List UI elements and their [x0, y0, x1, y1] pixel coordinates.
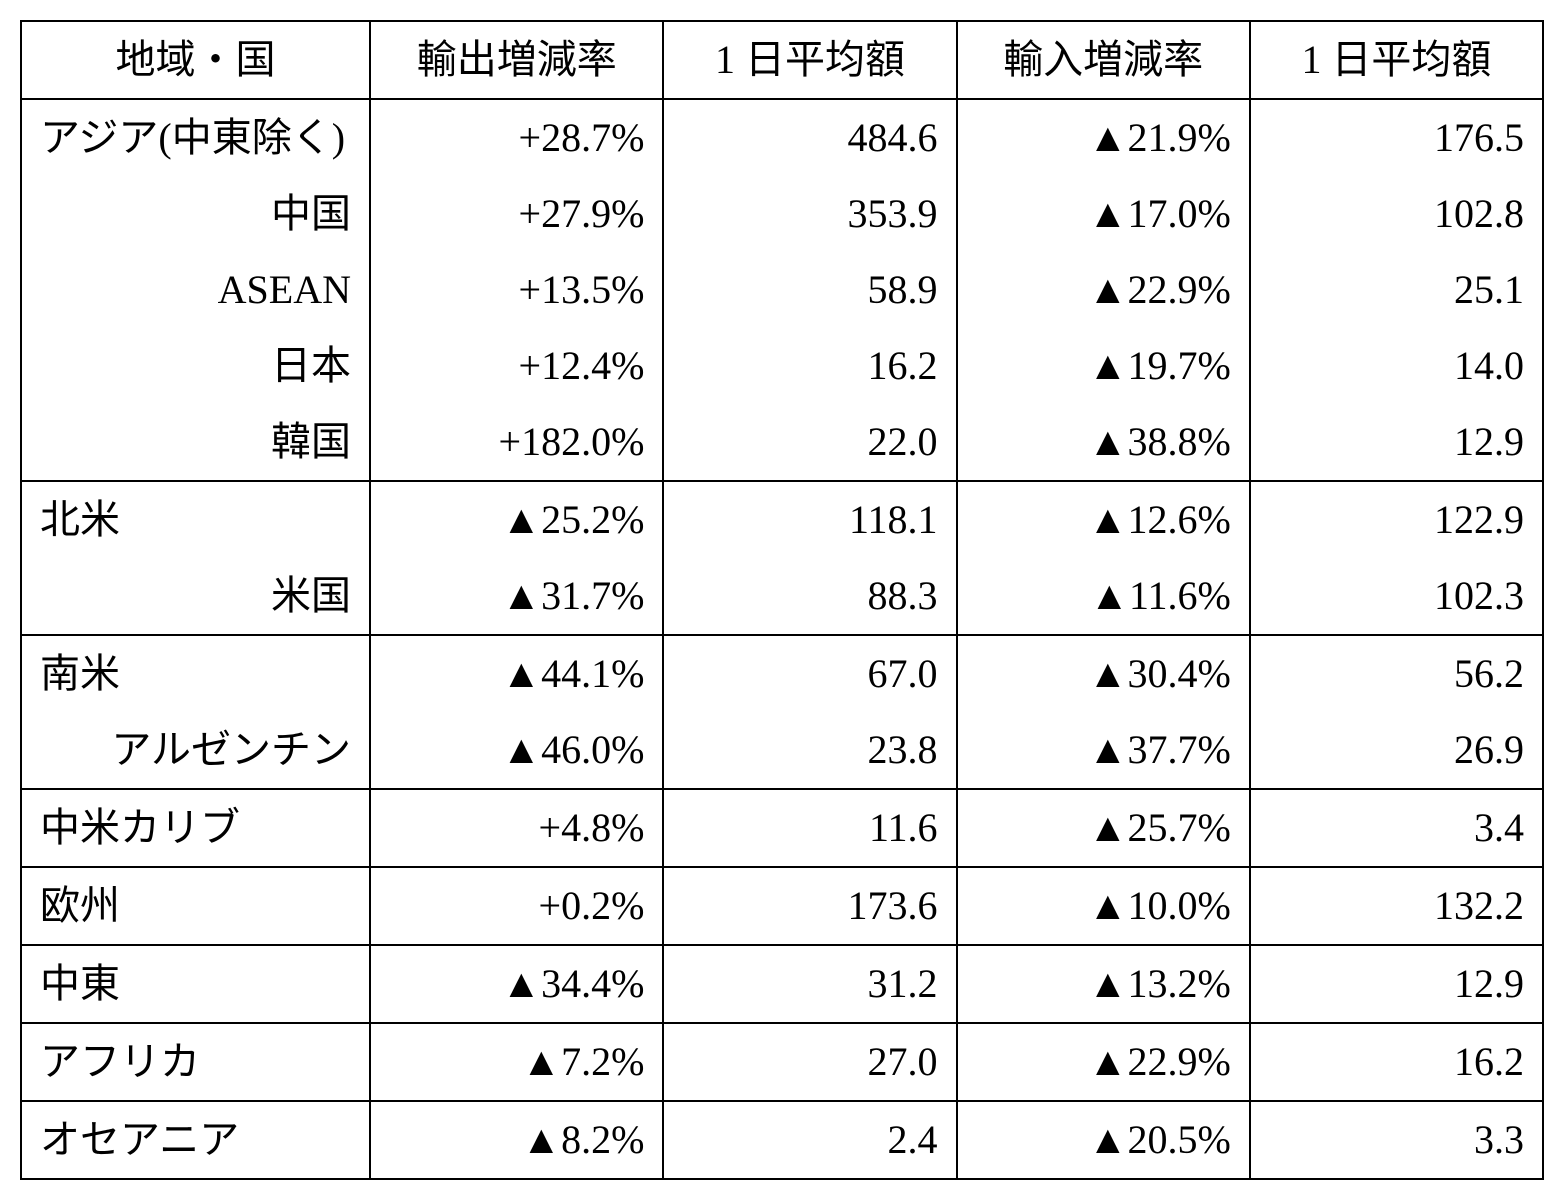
cell-region: ASEAN — [21, 252, 370, 328]
cell-import-avg: 3.4 — [1250, 789, 1543, 867]
table-row: 日本+12.4%16.2▲19.7%14.0 — [21, 328, 1543, 404]
cell-import-avg: 56.2 — [1250, 635, 1543, 712]
cell-import-avg: 132.2 — [1250, 867, 1543, 945]
cell-export-avg: 2.4 — [663, 1101, 956, 1179]
cell-import-rate: ▲21.9% — [957, 99, 1250, 176]
cell-region: 日本 — [21, 328, 370, 404]
cell-import-rate: ▲22.9% — [957, 1023, 1250, 1101]
table-row: 韓国+182.0%22.0▲38.8%12.9 — [21, 404, 1543, 481]
cell-export-rate: +13.5% — [370, 252, 663, 328]
cell-export-rate: +12.4% — [370, 328, 663, 404]
cell-export-rate: ▲44.1% — [370, 635, 663, 712]
cell-region: アジア(中東除く) — [21, 99, 370, 176]
cell-import-avg: 16.2 — [1250, 1023, 1543, 1101]
cell-export-avg: 31.2 — [663, 945, 956, 1023]
cell-export-avg: 11.6 — [663, 789, 956, 867]
cell-region: オセアニア — [21, 1101, 370, 1179]
cell-import-avg: 12.9 — [1250, 404, 1543, 481]
cell-export-avg: 118.1 — [663, 481, 956, 558]
col-header-import-avg: 1 日平均額 — [1250, 21, 1543, 99]
table-header-row: 地域・国 輸出増減率 1 日平均額 輸入増減率 1 日平均額 — [21, 21, 1543, 99]
table-row: 中米カリブ+4.8%11.6▲25.7%3.4 — [21, 789, 1543, 867]
cell-region: 中東 — [21, 945, 370, 1023]
table-row: 南米▲44.1%67.0▲30.4%56.2 — [21, 635, 1543, 712]
cell-import-rate: ▲19.7% — [957, 328, 1250, 404]
cell-region: 南米 — [21, 635, 370, 712]
cell-region: 米国 — [21, 558, 370, 635]
cell-import-avg: 25.1 — [1250, 252, 1543, 328]
cell-export-rate: +27.9% — [370, 176, 663, 252]
cell-import-rate: ▲37.7% — [957, 712, 1250, 789]
table-row: アジア(中東除く)+28.7%484.6▲21.9%176.5 — [21, 99, 1543, 176]
cell-import-avg: 102.3 — [1250, 558, 1543, 635]
cell-export-avg: 353.9 — [663, 176, 956, 252]
cell-import-rate: ▲10.0% — [957, 867, 1250, 945]
table-row: 北米▲25.2%118.1▲12.6%122.9 — [21, 481, 1543, 558]
cell-export-avg: 23.8 — [663, 712, 956, 789]
table-body: アジア(中東除く)+28.7%484.6▲21.9%176.5中国+27.9%3… — [21, 99, 1543, 1179]
cell-export-rate: +0.2% — [370, 867, 663, 945]
cell-import-rate: ▲22.9% — [957, 252, 1250, 328]
cell-export-rate: +182.0% — [370, 404, 663, 481]
col-header-export-rate: 輸出増減率 — [370, 21, 663, 99]
col-header-import-rate: 輸入増減率 — [957, 21, 1250, 99]
table-row: アフリカ▲7.2%27.0▲22.9%16.2 — [21, 1023, 1543, 1101]
table-row: アルゼンチン▲46.0%23.8▲37.7%26.9 — [21, 712, 1543, 789]
trade-stats-table: 地域・国 輸出増減率 1 日平均額 輸入増減率 1 日平均額 アジア(中東除く)… — [20, 20, 1544, 1180]
cell-export-avg: 27.0 — [663, 1023, 956, 1101]
cell-import-avg: 3.3 — [1250, 1101, 1543, 1179]
cell-export-rate: ▲46.0% — [370, 712, 663, 789]
cell-import-avg: 14.0 — [1250, 328, 1543, 404]
cell-region: 欧州 — [21, 867, 370, 945]
cell-region: 韓国 — [21, 404, 370, 481]
col-header-export-avg: 1 日平均額 — [663, 21, 956, 99]
table-row: オセアニア▲8.2%2.4▲20.5%3.3 — [21, 1101, 1543, 1179]
cell-region: アルゼンチン — [21, 712, 370, 789]
cell-import-avg: 26.9 — [1250, 712, 1543, 789]
cell-import-avg: 12.9 — [1250, 945, 1543, 1023]
cell-export-rate: ▲34.4% — [370, 945, 663, 1023]
table-row: 欧州+0.2%173.6▲10.0%132.2 — [21, 867, 1543, 945]
cell-export-avg: 58.9 — [663, 252, 956, 328]
cell-region: 北米 — [21, 481, 370, 558]
cell-import-rate: ▲12.6% — [957, 481, 1250, 558]
table-row: 中国+27.9%353.9▲17.0%102.8 — [21, 176, 1543, 252]
cell-region: 中米カリブ — [21, 789, 370, 867]
cell-import-rate: ▲25.7% — [957, 789, 1250, 867]
table-row: ASEAN+13.5%58.9▲22.9%25.1 — [21, 252, 1543, 328]
cell-region: アフリカ — [21, 1023, 370, 1101]
cell-export-avg: 16.2 — [663, 328, 956, 404]
cell-import-rate: ▲17.0% — [957, 176, 1250, 252]
cell-import-rate: ▲20.5% — [957, 1101, 1250, 1179]
cell-import-avg: 176.5 — [1250, 99, 1543, 176]
table-row: 米国▲31.7%88.3▲11.6%102.3 — [21, 558, 1543, 635]
cell-export-avg: 88.3 — [663, 558, 956, 635]
cell-import-avg: 102.8 — [1250, 176, 1543, 252]
cell-export-avg: 67.0 — [663, 635, 956, 712]
cell-import-rate: ▲38.8% — [957, 404, 1250, 481]
cell-export-rate: +28.7% — [370, 99, 663, 176]
col-header-region: 地域・国 — [21, 21, 370, 99]
cell-region: 中国 — [21, 176, 370, 252]
cell-export-rate: ▲25.2% — [370, 481, 663, 558]
cell-export-avg: 173.6 — [663, 867, 956, 945]
cell-export-rate: ▲8.2% — [370, 1101, 663, 1179]
cell-export-rate: +4.8% — [370, 789, 663, 867]
cell-export-avg: 484.6 — [663, 99, 956, 176]
cell-import-rate: ▲11.6% — [957, 558, 1250, 635]
table-row: 中東▲34.4%31.2▲13.2%12.9 — [21, 945, 1543, 1023]
cell-export-avg: 22.0 — [663, 404, 956, 481]
cell-import-rate: ▲30.4% — [957, 635, 1250, 712]
cell-import-avg: 122.9 — [1250, 481, 1543, 558]
cell-export-rate: ▲31.7% — [370, 558, 663, 635]
cell-import-rate: ▲13.2% — [957, 945, 1250, 1023]
cell-export-rate: ▲7.2% — [370, 1023, 663, 1101]
